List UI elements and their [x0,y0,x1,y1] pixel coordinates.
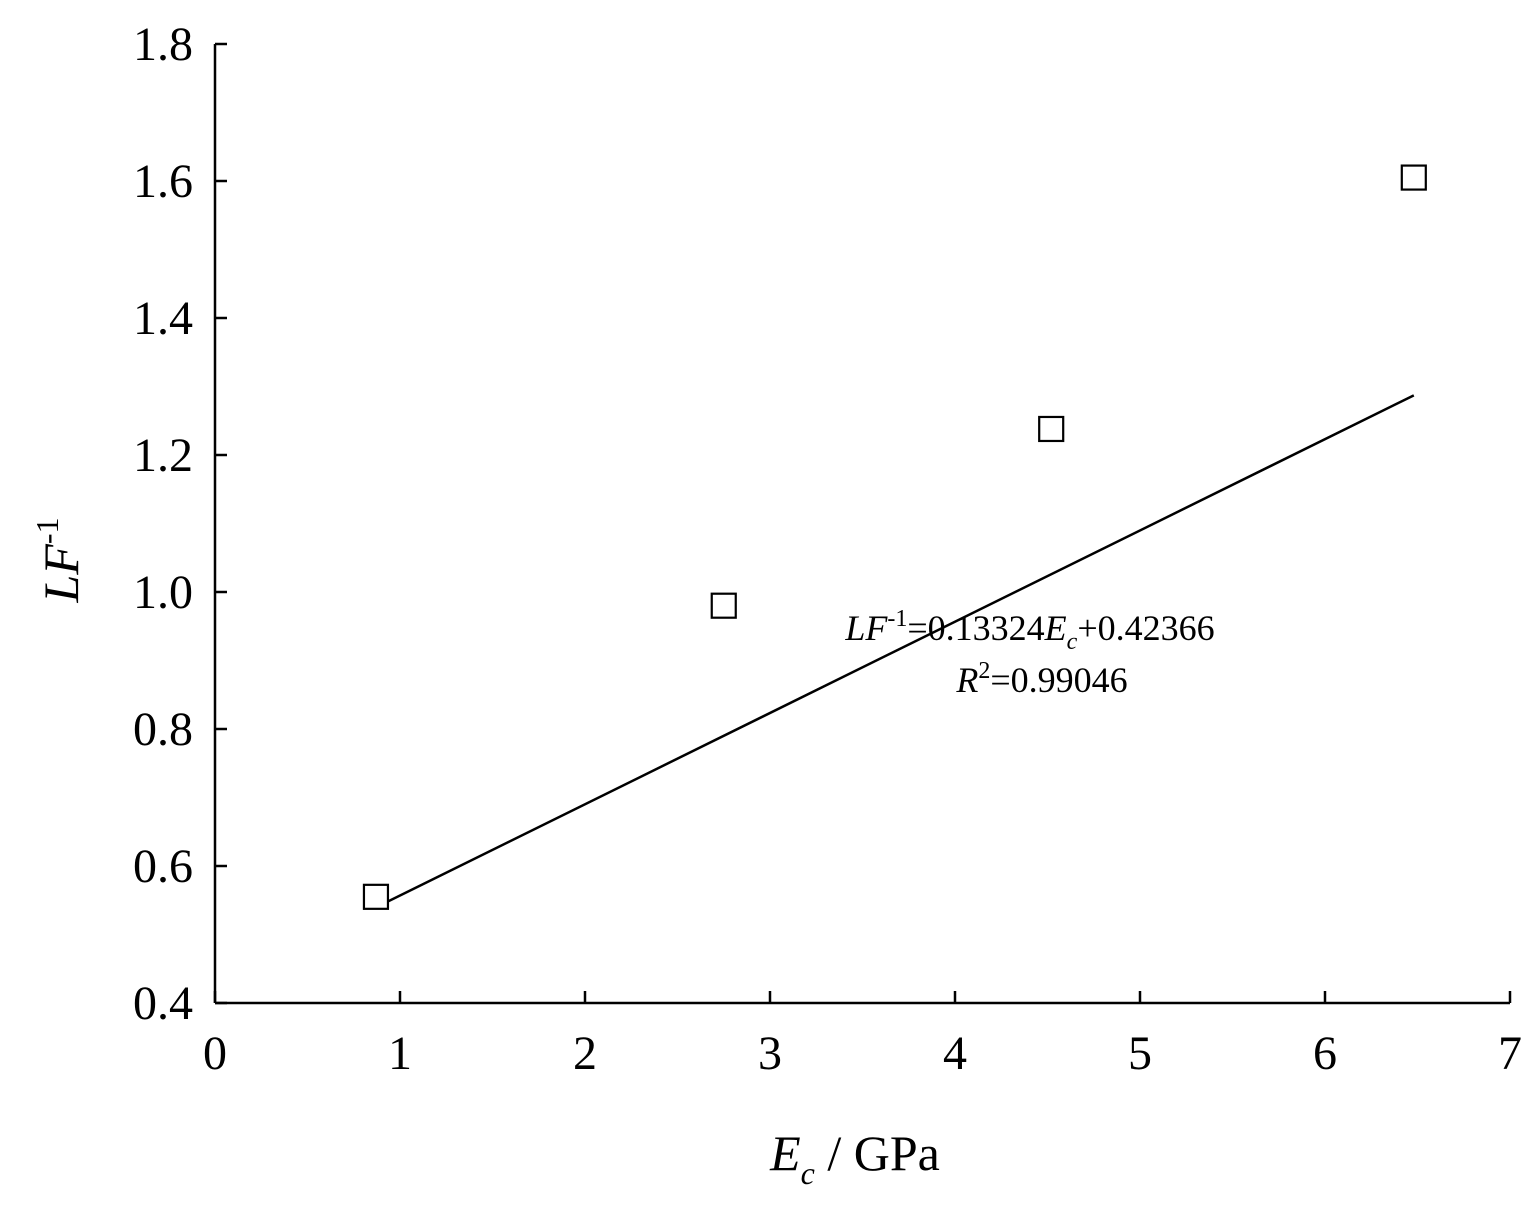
data-point [1038,415,1065,443]
y-tick-label: 1.6 [133,155,193,208]
y-ticks: 0.4 0.6 0.8 1.0 1.2 1.4 1.6 1.8 [133,18,227,1030]
x-tick-label: 3 [758,1027,782,1080]
r-squared-label: R2=0.99046 [955,658,1127,700]
y-tick-label: 1.8 [133,18,193,71]
x-tick-label: 1 [388,1027,412,1080]
x-tick-label: 6 [1313,1027,1337,1080]
x-tick-label: 4 [943,1027,967,1080]
axes [213,44,1510,1005]
x-tick-label: 5 [1128,1027,1152,1080]
data-point [362,883,390,910]
y-axis-title: LF-1 [29,517,89,603]
y-tick-label: 0.8 [133,703,193,756]
data-point [710,592,737,619]
y-tick-label: 0.4 [133,977,193,1030]
data-points [362,164,1427,910]
data-point [1400,164,1427,191]
x-tick-label: 0 [203,1027,227,1080]
x-tick-label: 2 [573,1027,597,1080]
y-tick-label: 1.4 [133,292,193,345]
x-tick-label: 7 [1498,1027,1522,1080]
y-tick-label: 1.2 [133,429,193,482]
fit-equation: LF-1=0.13324Ec+0.42366 [844,606,1214,655]
y-tick-label: 1.0 [133,566,193,619]
fit-line [375,394,1415,909]
x-ticks: 0 1 2 3 4 5 6 7 [203,991,1522,1080]
y-tick-label: 0.6 [133,840,193,893]
x-axis-title: Ec / GPa [769,1125,940,1191]
